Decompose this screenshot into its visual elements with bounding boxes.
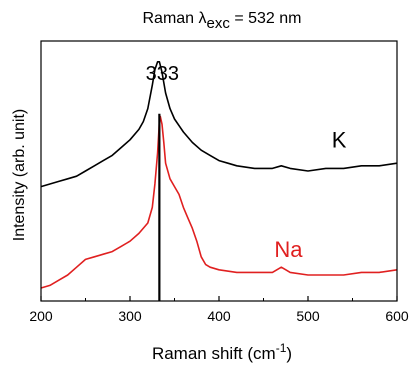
x-tick-label-600: 600: [385, 308, 409, 324]
title-subscript: exc: [207, 15, 231, 32]
title-prefix: Raman λ: [143, 10, 207, 27]
plot-frame: [40, 40, 398, 302]
x-axis-label: Raman shift (cm-1): [152, 341, 292, 363]
peak-annotation: 333: [146, 63, 179, 85]
title-suffix: = 532 nm: [230, 10, 302, 27]
series-label-k: K: [332, 128, 347, 153]
x-tick-label-500: 500: [296, 308, 320, 324]
y-axis-label: Intensity (arb. unit): [11, 109, 28, 242]
x-axis-label-superscript: -1: [276, 341, 287, 355]
x-tick-label-200: 200: [29, 308, 53, 324]
x-tick-label-300: 300: [118, 308, 142, 324]
series-line-na: [40, 115, 398, 289]
chart-title: Raman λexc = 532 nm: [143, 10, 302, 32]
x-axis-label-close: ): [286, 344, 292, 363]
x-axis-label-main: Raman shift (cm: [152, 344, 276, 363]
plot-area: 200 300 400 500 600 333 K Na: [29, 40, 409, 324]
series-label-na: Na: [274, 237, 303, 262]
series-line-k: [40, 61, 398, 188]
x-tick-label-400: 400: [207, 308, 231, 324]
